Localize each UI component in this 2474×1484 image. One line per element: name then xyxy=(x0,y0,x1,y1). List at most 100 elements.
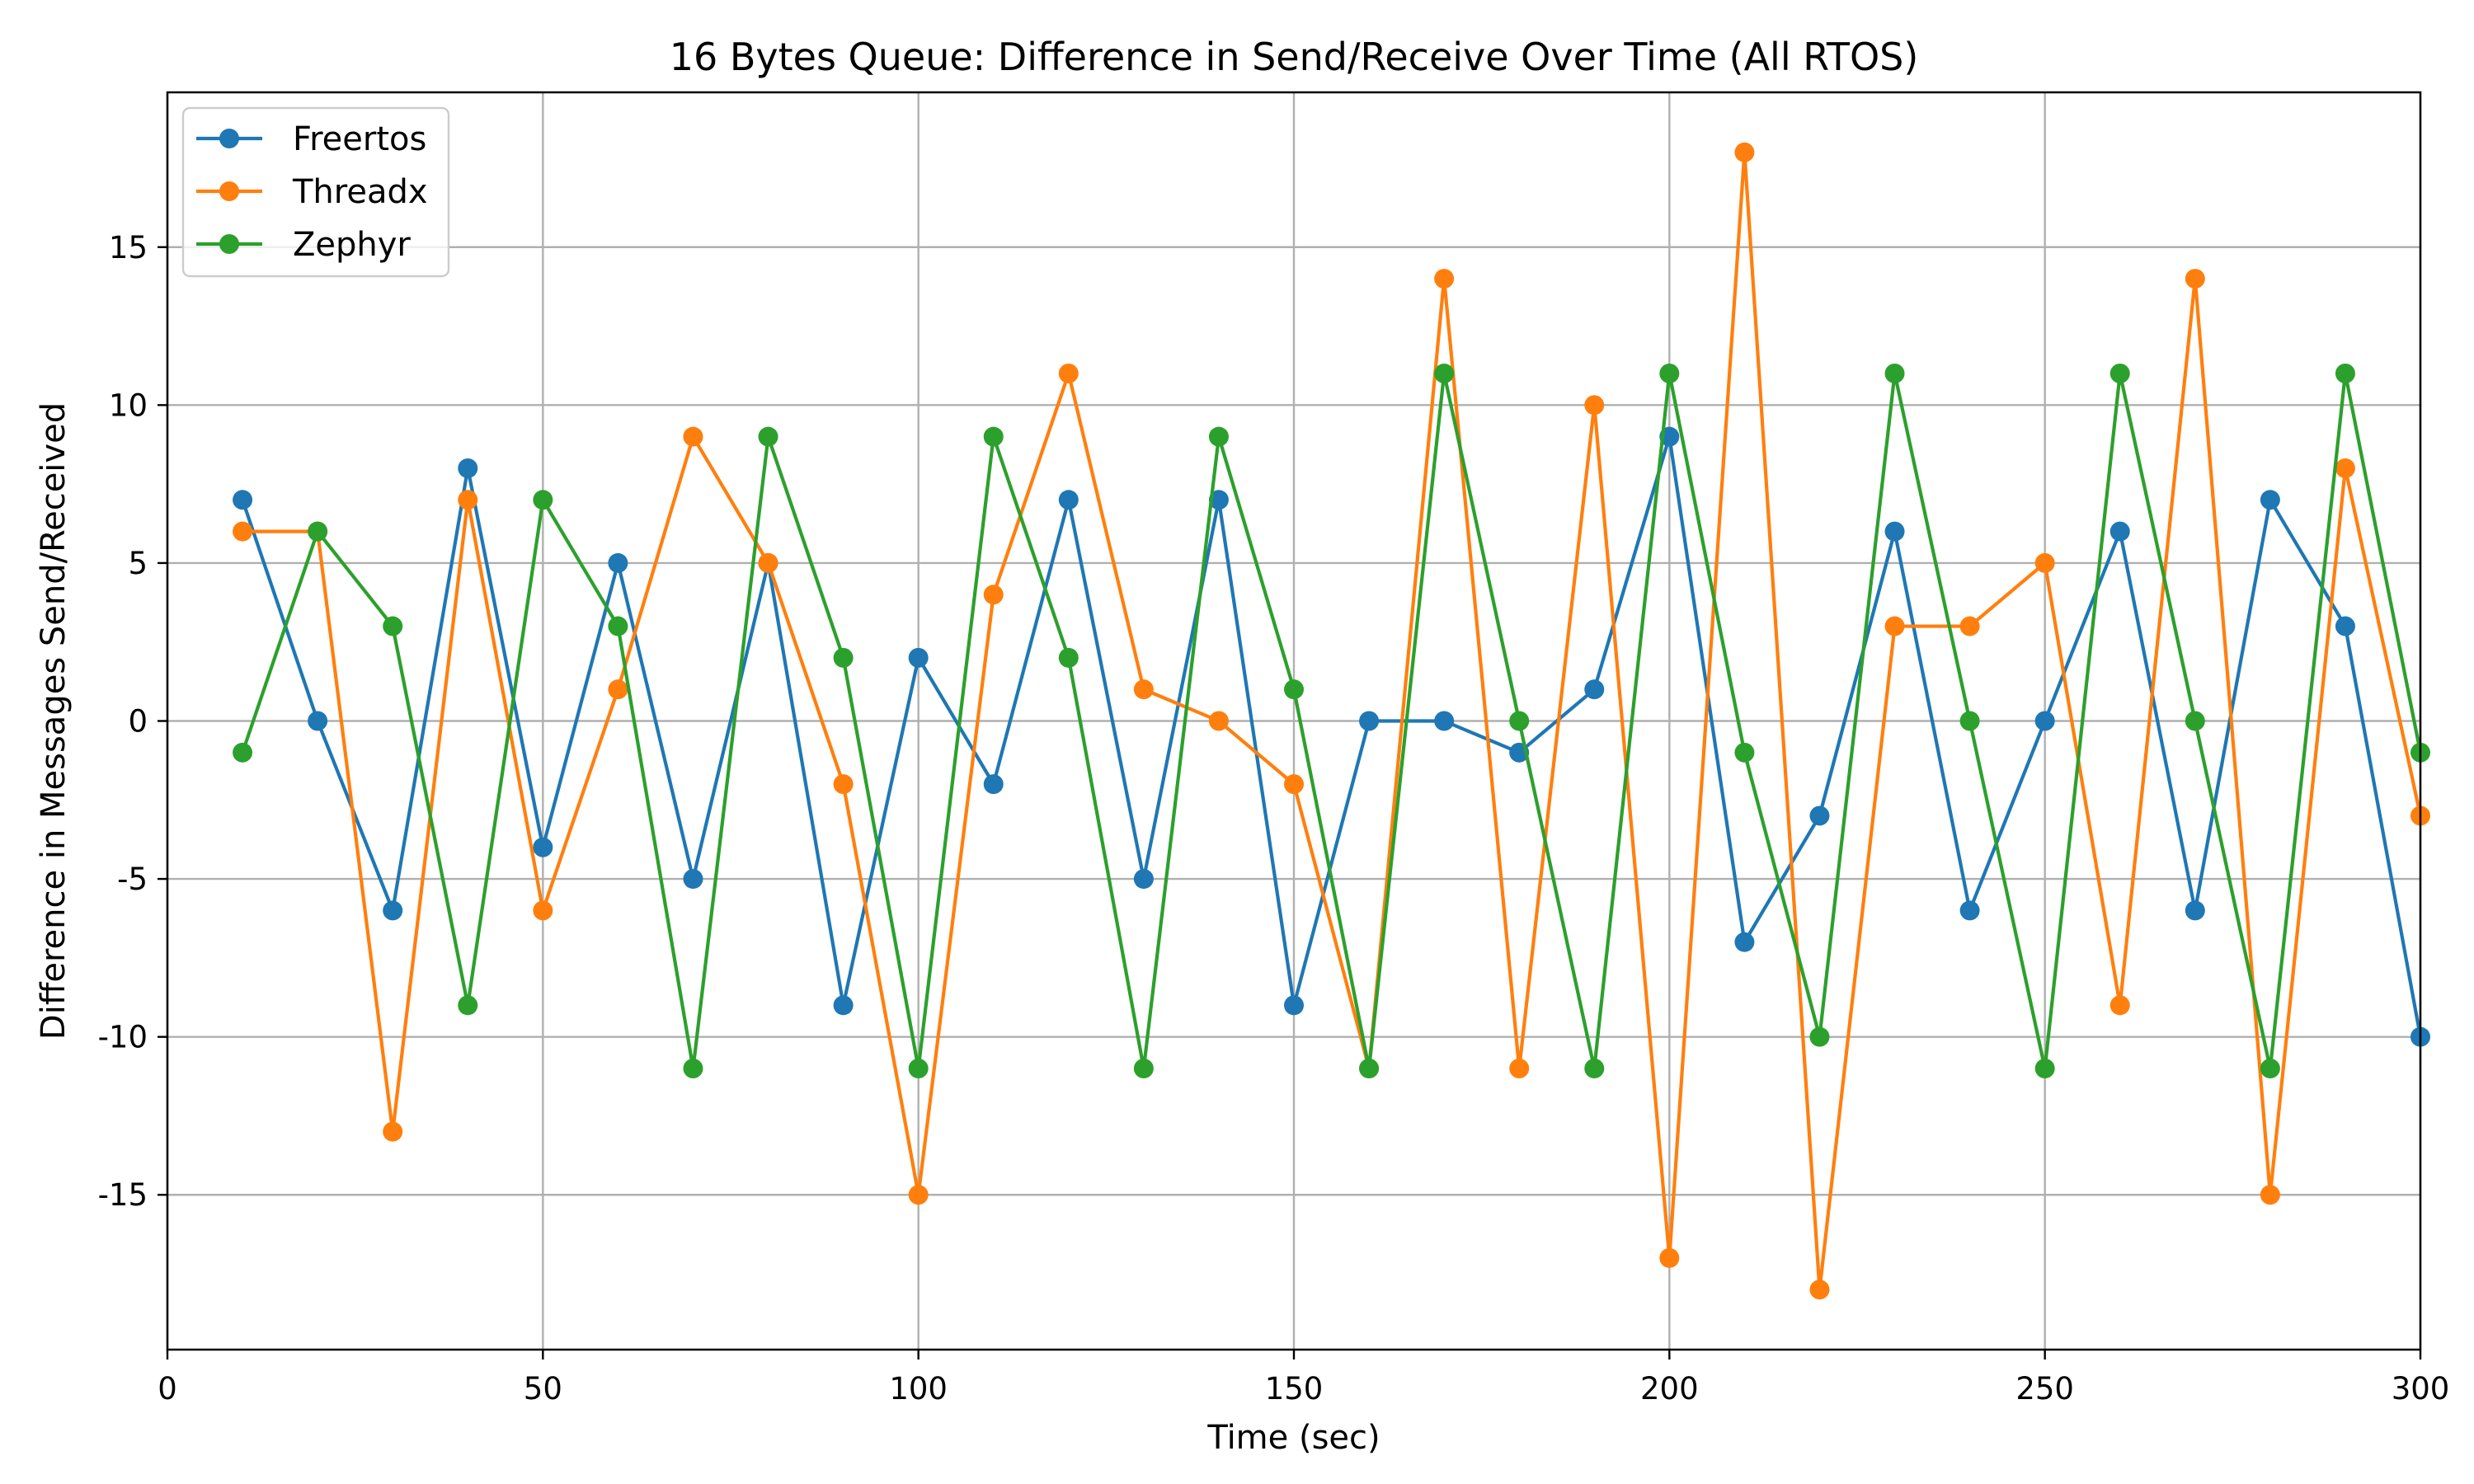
data-point-threadx xyxy=(2260,1185,2280,1205)
legend-label-freertos: Freertos xyxy=(293,120,426,158)
series-zephyr xyxy=(233,364,2430,1078)
data-point-threadx xyxy=(1734,142,1755,162)
data-point-zephyr xyxy=(983,426,1004,447)
data-point-zephyr xyxy=(1284,679,1304,700)
data-point-zephyr xyxy=(308,521,328,542)
data-point-threadx xyxy=(1659,1247,1680,1268)
data-point-zephyr xyxy=(1584,1058,1605,1078)
data-point-threadx xyxy=(1208,711,1229,731)
data-point-zephyr xyxy=(608,616,628,636)
x-tick-label: 250 xyxy=(2015,1371,2074,1407)
y-tick-label: 5 xyxy=(128,546,148,581)
data-point-threadx xyxy=(833,774,854,795)
data-point-zephyr xyxy=(908,1058,929,1078)
data-point-freertos xyxy=(1208,490,1229,510)
data-point-freertos xyxy=(908,647,929,668)
data-point-freertos xyxy=(608,552,628,573)
data-point-zephyr xyxy=(233,742,253,763)
data-point-zephyr xyxy=(2260,1058,2280,1078)
data-point-freertos xyxy=(533,837,553,857)
data-point-threadx xyxy=(1884,616,1905,636)
data-point-freertos xyxy=(383,900,403,921)
y-axis-title: Difference in Messages Send/Received xyxy=(35,402,73,1040)
legend-marker-threadx xyxy=(219,181,239,201)
data-point-zephyr xyxy=(1659,364,1680,384)
data-point-threadx xyxy=(908,1185,929,1205)
data-point-threadx xyxy=(533,900,553,921)
data-point-threadx xyxy=(2185,269,2205,289)
data-point-zephyr xyxy=(1809,1026,1830,1047)
data-point-threadx xyxy=(1133,679,1154,700)
data-point-zephyr xyxy=(833,647,854,668)
data-point-freertos xyxy=(683,869,703,890)
data-point-threadx xyxy=(1058,364,1079,384)
data-point-freertos xyxy=(1058,490,1079,510)
data-point-freertos xyxy=(1884,521,1905,542)
data-point-freertos xyxy=(1959,900,1980,921)
data-point-zephyr xyxy=(1434,364,1455,384)
data-point-threadx xyxy=(2034,552,2055,573)
x-tick-label: 150 xyxy=(1265,1371,1324,1407)
data-point-zephyr xyxy=(2109,364,2130,384)
data-point-freertos xyxy=(1434,711,1455,731)
data-point-threadx xyxy=(383,1121,403,1142)
data-point-zephyr xyxy=(1884,364,1905,384)
data-point-threadx xyxy=(758,552,778,573)
data-point-threadx xyxy=(2335,458,2355,478)
x-tick-label: 300 xyxy=(2392,1371,2450,1407)
data-point-zephyr xyxy=(383,616,403,636)
data-point-freertos xyxy=(1584,679,1605,700)
data-point-zephyr xyxy=(1734,742,1755,763)
data-point-threadx xyxy=(1284,774,1304,795)
legend-marker-zephyr xyxy=(219,234,239,254)
data-point-freertos xyxy=(1809,805,1830,826)
data-point-threadx xyxy=(1434,269,1455,289)
data-point-threadx xyxy=(1584,395,1605,416)
data-point-zephyr xyxy=(2335,364,2355,384)
data-point-freertos xyxy=(2260,490,2280,510)
data-point-freertos xyxy=(233,490,253,510)
data-point-zephyr xyxy=(533,490,553,510)
data-point-freertos xyxy=(2109,521,2130,542)
chart-title: 16 Bytes Queue: Difference in Send/Recei… xyxy=(670,35,1919,79)
x-tick-label: 200 xyxy=(1640,1371,1699,1407)
data-point-zephyr xyxy=(1359,1058,1380,1078)
data-point-freertos xyxy=(2185,900,2205,921)
series-line-threadx xyxy=(242,150,2423,1292)
data-point-threadx xyxy=(1809,1280,1830,1300)
data-point-freertos xyxy=(458,458,478,478)
legend-box xyxy=(181,106,450,278)
y-tick-label: 15 xyxy=(109,230,148,265)
data-point-freertos xyxy=(1734,932,1755,952)
data-point-freertos xyxy=(833,995,854,1016)
series-line-zephyr xyxy=(241,371,2423,1071)
series-freertos xyxy=(233,426,2430,1047)
data-point-zephyr xyxy=(1058,647,1079,668)
data-point-zephyr xyxy=(2034,1058,2055,1078)
data-point-zephyr xyxy=(2185,711,2205,731)
data-point-threadx xyxy=(1509,1058,1530,1078)
data-point-zephyr xyxy=(1959,711,1980,731)
x-tick-label: 100 xyxy=(889,1371,948,1407)
data-point-freertos xyxy=(1284,995,1304,1016)
data-point-freertos xyxy=(2034,711,2055,731)
series-line-freertos xyxy=(241,434,2423,1038)
data-point-threadx xyxy=(1959,616,1980,636)
y-tick-label: -10 xyxy=(98,1020,148,1055)
data-point-threadx xyxy=(683,426,703,447)
y-tick-label: -15 xyxy=(98,1177,148,1213)
data-series xyxy=(233,142,2430,1300)
x-axis-title: Time (sec) xyxy=(1206,1419,1380,1457)
x-tick-label: 0 xyxy=(158,1371,177,1407)
data-point-zephyr xyxy=(1509,711,1530,731)
axis-ticks: 0 50 100 150 200 250 300 -15 -10 -5 0 5 10 15 xyxy=(98,230,2450,1407)
data-point-threadx xyxy=(233,521,253,542)
data-point-threadx xyxy=(983,585,1004,605)
data-point-threadx xyxy=(2109,995,2130,1016)
y-tick-label: -5 xyxy=(117,862,148,897)
data-point-zephyr xyxy=(1133,1058,1154,1078)
data-point-freertos xyxy=(1133,869,1154,890)
data-point-freertos xyxy=(308,711,328,731)
legend: Freertos Threadx Zephyr xyxy=(181,106,450,278)
